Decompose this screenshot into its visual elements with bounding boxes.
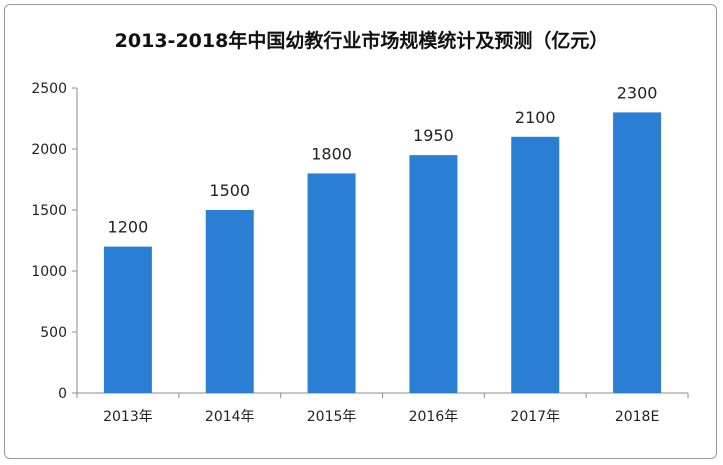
x-tick-label: 2016年 bbox=[409, 409, 459, 425]
y-tick-label: 500 bbox=[40, 325, 67, 341]
bar bbox=[307, 173, 356, 393]
bar bbox=[511, 136, 560, 394]
chart-title: 2013-2018年中国幼教行业市场规模统计及预测（亿元） bbox=[114, 30, 609, 52]
bar bbox=[613, 112, 662, 394]
x-tick-label: 2013年 bbox=[103, 409, 153, 425]
data-label: 2300 bbox=[617, 83, 658, 102]
labels-group: 1200 2013年 1500 2014年 1800 2015年 1950 2016年 2100… bbox=[103, 83, 659, 425]
data-label: 2100 bbox=[515, 108, 556, 127]
bar bbox=[205, 210, 254, 393]
x-tick-label: 2018E bbox=[615, 409, 659, 425]
y-tick-label: 1000 bbox=[31, 264, 67, 280]
x-tick-label: 2014年 bbox=[205, 409, 255, 425]
data-label: 1200 bbox=[108, 218, 149, 237]
x-tick-label: 2017年 bbox=[510, 409, 560, 425]
data-label: 1950 bbox=[413, 126, 454, 145]
y-tick-label: 2500 bbox=[31, 81, 67, 97]
data-label: 1800 bbox=[311, 144, 352, 163]
bars-group bbox=[103, 112, 662, 394]
x-tick-label: 2015年 bbox=[307, 409, 357, 425]
y-tick-label: 1500 bbox=[31, 203, 67, 219]
y-tick-label: 2000 bbox=[31, 142, 67, 158]
data-label: 1500 bbox=[209, 181, 250, 200]
bar bbox=[103, 246, 152, 393]
chart-axes: 0 500 1000 1500 2000 2500 bbox=[31, 81, 689, 402]
bar bbox=[409, 155, 458, 393]
y-tick-label: 0 bbox=[58, 386, 67, 402]
